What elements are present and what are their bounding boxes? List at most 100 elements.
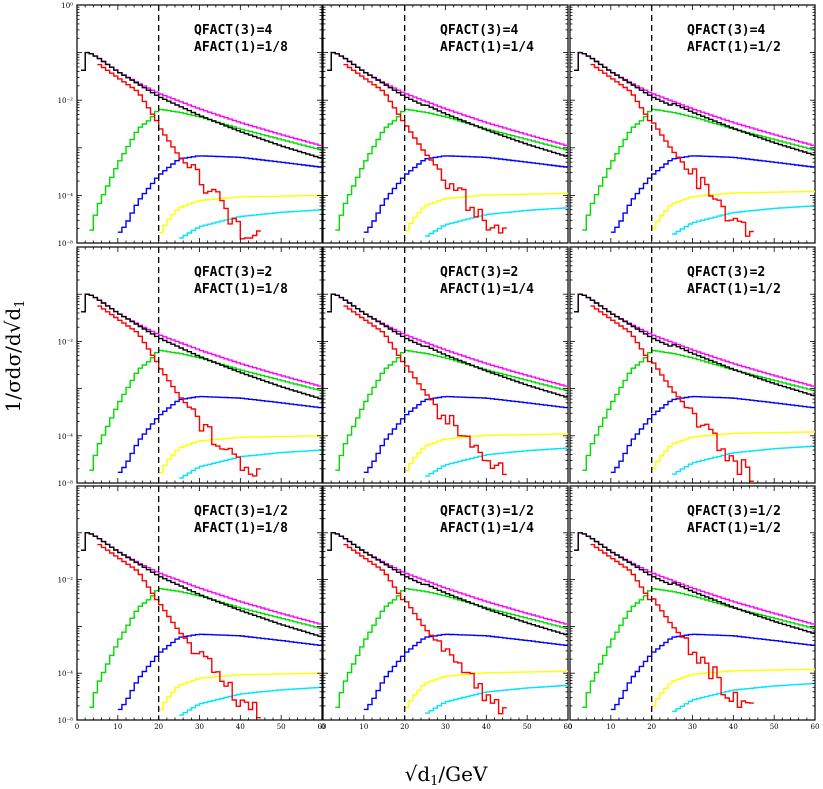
series-four-jet — [582, 349, 815, 471]
panel-label-qfact: QFACT(3)=2 — [687, 265, 765, 280]
x-tick-label: 40 — [482, 723, 491, 731]
series-seven-jet — [425, 207, 568, 237]
series-three-jet — [590, 305, 754, 482]
series-total — [574, 51, 815, 156]
panel-label-qfact: QFACT(3)=4 — [194, 23, 272, 38]
x-tick-label: 60 — [811, 723, 820, 731]
series-four-jet — [89, 349, 322, 471]
series-total — [81, 293, 322, 400]
series-five-jet — [363, 155, 568, 233]
series-seven-jet — [672, 205, 815, 235]
series-two-jet — [81, 532, 322, 625]
series-two-jet — [327, 532, 568, 625]
series-total — [81, 532, 322, 637]
series-six-jet — [158, 672, 322, 711]
y-tick-label: 10⁻² — [58, 97, 74, 105]
y-tick-label: 10⁻² — [58, 577, 74, 585]
y-tick-label: 10⁻⁴ — [58, 433, 74, 441]
x-tick-label: 60 — [318, 723, 327, 731]
series-four-jet — [335, 588, 568, 708]
series-three-jet — [343, 305, 507, 476]
x-tick-label: 40 — [236, 723, 245, 731]
y-tick-label: 10⁻² — [58, 338, 74, 346]
series-three-jet — [343, 63, 507, 234]
series-three-jet — [343, 543, 507, 715]
x-tick-label: 50 — [770, 723, 779, 731]
y-axis-title: 1/σdσ/d√d1 — [1, 300, 28, 413]
series-seven-jet — [672, 445, 815, 475]
x-tick-label: 30 — [441, 723, 450, 731]
panel-label-afact: AFACT(1)=1/2 — [687, 40, 781, 55]
panel-label-qfact: QFACT(3)=1/2 — [687, 504, 781, 519]
y-tick-label: 10⁻⁸ — [58, 240, 74, 248]
series-seven-jet — [672, 682, 815, 712]
x-tick-label: 40 — [729, 723, 738, 731]
panel-label-afact: AFACT(1)=1/8 — [194, 282, 288, 297]
series-two-jet — [327, 51, 568, 146]
x-tick-label: 50 — [523, 723, 532, 731]
series-five-jet — [610, 633, 815, 711]
panel-label-qfact: QFACT(3)=4 — [440, 23, 518, 38]
panel-8: QFACT(3)=1/2 AFACT(1)=1/4 0 10 20 30 40 50 60 — [321, 485, 573, 731]
series-three-jet — [97, 543, 261, 719]
y-tick-label: 10⁻⁸ — [58, 480, 74, 488]
series-seven-jet — [425, 447, 568, 477]
series-five-jet — [363, 395, 568, 473]
series-six-jet — [651, 431, 815, 470]
x-tick-label: 60 — [564, 723, 573, 731]
series-two-jet — [81, 51, 322, 146]
panel-label-afact: AFACT(1)=1/8 — [194, 40, 288, 55]
series-six-jet — [158, 194, 322, 234]
y-tick-label: 10⁻⁴ — [58, 670, 74, 678]
series-six-jet — [404, 433, 568, 472]
x-tick-label: 0 — [321, 723, 325, 731]
series-three-jet — [97, 305, 261, 477]
series-five-jet — [117, 155, 322, 233]
panel-label-afact: AFACT(1)=1/4 — [440, 282, 534, 297]
series-four-jet — [582, 108, 815, 231]
series-seven-jet — [179, 449, 322, 479]
panel-label-afact: AFACT(1)=1/2 — [687, 521, 781, 536]
series-six-jet — [404, 192, 568, 232]
series-five-jet — [117, 395, 322, 473]
series-two-jet — [574, 532, 815, 625]
panel-label-afact: AFACT(1)=1/4 — [440, 521, 534, 536]
panel-2: QFACT(3)=4 AFACT(1)=1/4 — [322, 4, 569, 244]
series-total — [327, 532, 568, 636]
panel-3: QFACT(3)=4 AFACT(1)=1/2 — [569, 4, 816, 244]
series-five-jet — [363, 633, 568, 711]
x-tick-label: 10 — [606, 723, 615, 731]
series-two-jet — [574, 51, 815, 146]
x-tick-label: 20 — [647, 723, 656, 731]
series-six-jet — [651, 190, 815, 230]
series-four-jet — [335, 108, 568, 231]
series-five-jet — [117, 633, 322, 711]
series-six-jet — [651, 668, 815, 707]
panel-label-qfact: QFACT(3)=1/2 — [194, 504, 288, 519]
panel-label-qfact: QFACT(3)=2 — [440, 265, 518, 280]
x-axis-title: √d1/GeV — [405, 762, 488, 789]
panel-label-qfact: QFACT(3)=4 — [687, 23, 765, 38]
panel-5: QFACT(3)=2 AFACT(1)=1/4 — [322, 246, 569, 484]
series-three-jet — [590, 543, 754, 708]
x-tick-label: 10 — [359, 723, 368, 731]
series-seven-jet — [179, 209, 322, 239]
x-tick-label: 0 — [568, 723, 572, 731]
panel-label-qfact: QFACT(3)=2 — [194, 265, 272, 280]
series-seven-jet — [425, 684, 568, 714]
panel-grid: QFACT(3)=4 AFACT(1)=1/8 10⁻⁸ 10⁻⁴ 10⁻² 10⁰ QFA… — [58, 2, 820, 731]
series-total — [327, 293, 568, 398]
series-two-jet — [81, 293, 322, 387]
y-tick-label: 10⁻⁴ — [58, 192, 74, 200]
series-three-jet — [590, 63, 754, 237]
series-seven-jet — [179, 686, 322, 716]
series-total — [327, 51, 568, 157]
series-five-jet — [610, 395, 815, 473]
y-tick-label: 10⁰ — [61, 2, 73, 10]
panel-7: QFACT(3)=1/2 AFACT(1)=1/8 10⁻⁸ 10⁻⁴ 10⁻² 0 10 2… — [58, 485, 327, 731]
series-total — [81, 51, 322, 159]
panel-4: QFACT(3)=2 AFACT(1)=1/8 10⁻⁸ 10⁻⁴ 10⁻² — [58, 246, 323, 488]
x-tick-label: 30 — [195, 723, 204, 731]
series-four-jet — [582, 588, 815, 708]
